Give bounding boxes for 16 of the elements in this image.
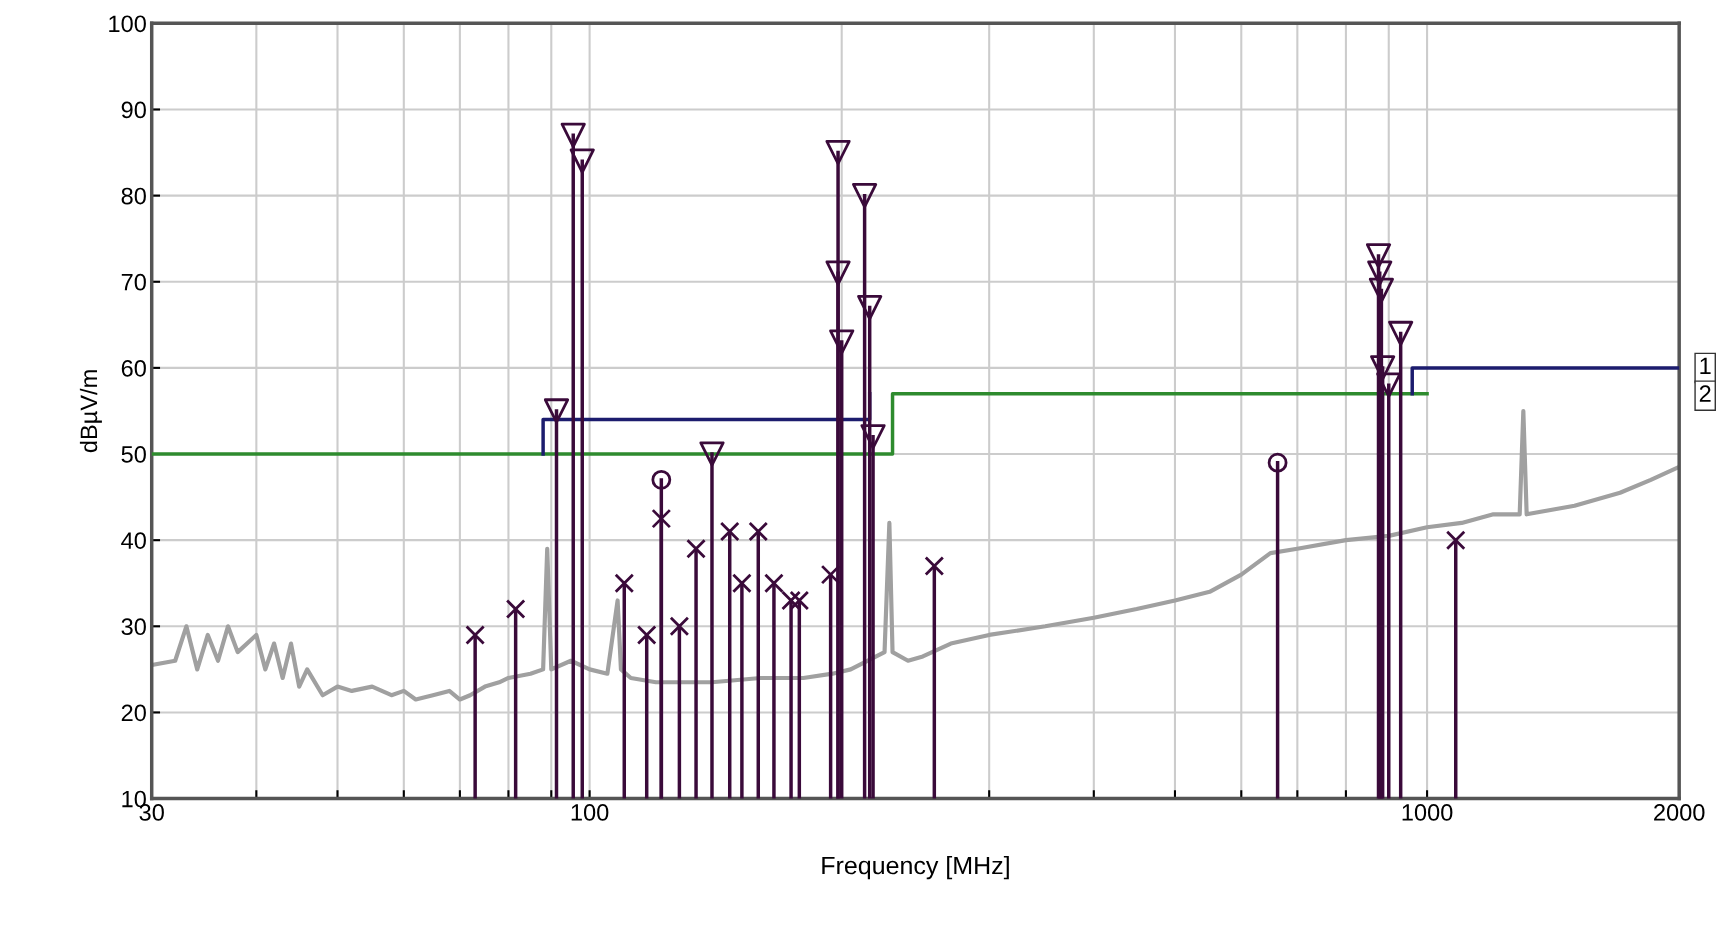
text: 2: [1699, 385, 1711, 402]
y-tick-label: 30: [121, 618, 146, 636]
y-tick-label: 70: [121, 273, 146, 291]
y-tick-label: 80: [121, 187, 146, 205]
x-tick-label: 2000: [1654, 804, 1705, 821]
x-tick-label: 100: [571, 804, 609, 821]
y-tick-label: 60: [121, 359, 146, 377]
y-tick-label: 90: [121, 101, 146, 119]
y-axis-title: dBµV/m: [79, 370, 102, 453]
annotation: 1: [1700, 357, 1711, 374]
y-tick-label: 50: [121, 446, 146, 463]
x-axis-title: Frequency [MHz]: [822, 856, 1009, 880]
y-tick-label: 40: [121, 532, 146, 549]
y-tick-label: 20: [121, 704, 146, 722]
y-tick-label: 100: [109, 15, 146, 33]
x-tick-label: 1000: [1402, 804, 1453, 821]
